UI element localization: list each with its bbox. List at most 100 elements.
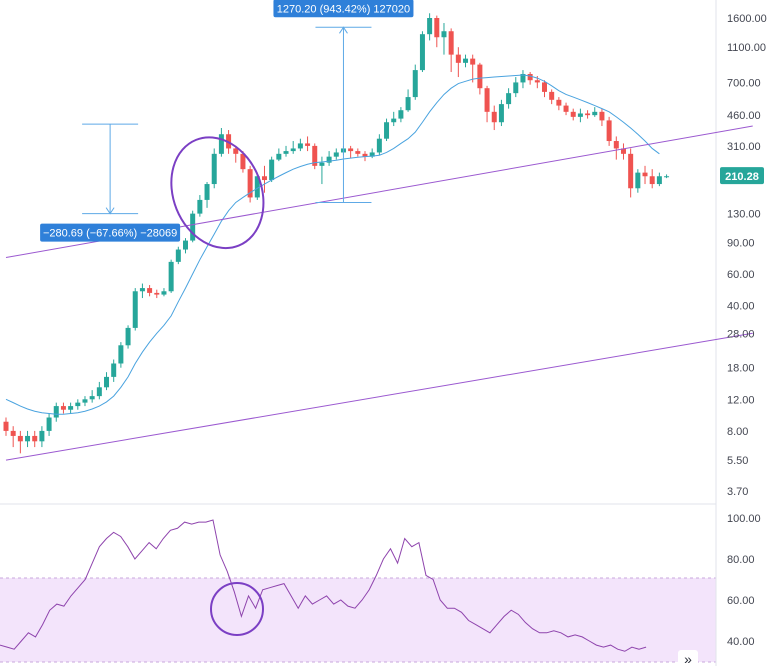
rsi-axis-tick-label: 40.00 [727,636,755,648]
candle-body [218,134,224,154]
candle-body [513,82,519,94]
candle-body [348,148,354,152]
candle-body [17,435,23,442]
candle-body [39,430,45,442]
candle-body [570,111,576,117]
rsi-axis-tick-label: 80.00 [727,554,755,566]
price-axis-tick-label: 60.00 [727,269,755,281]
candle-body [599,111,605,121]
measure-label: 1270.20 (943.42%) 127020 [277,3,410,15]
price-axis-tick-label: 460.00 [727,110,761,122]
lower-trend-line[interactable] [5,332,753,461]
candle-body [520,73,526,83]
candle-body [104,376,110,388]
candle-body [326,156,332,163]
candle-body [3,421,9,431]
price-axis-tick-label: 1600.00 [727,13,767,25]
measure-label: −280.69 (−67.66%) −28069 [43,228,177,240]
candle-body [491,111,497,123]
candle-body [82,399,88,403]
price-axis-tick-label: 130.00 [727,209,761,221]
candle-body [427,18,433,35]
candle-body [269,159,275,181]
candle-body [197,199,203,214]
rsi-band-fill [0,578,716,662]
candle-body [283,151,289,154]
rsi-axis-tick-label: 60.00 [727,595,755,607]
candle-body [620,148,626,154]
price-axis-tick-label: 28.00 [727,328,755,340]
price-axis-tick-label: 8.00 [727,426,748,438]
candle-body [154,292,160,295]
candle-body [577,113,583,117]
candle-body [53,406,59,418]
highlight-ellipse-rsi[interactable] [210,582,264,636]
candle-body [628,153,634,189]
candle-body [613,141,619,149]
candle-body [68,406,74,410]
candle-body [118,345,124,364]
candle-body [484,88,490,112]
price-axis-tick-label: 1100.00 [727,42,766,54]
candle-body [204,184,210,200]
measure-arrow-icon [339,26,348,34]
candle-body [25,435,31,442]
double-chevron-right-icon[interactable]: » [684,651,692,667]
candle-body [448,31,454,55]
candle-body [10,430,16,436]
candle-body [233,148,239,154]
candle-body [89,396,95,400]
measure-arrow-icon [105,207,115,215]
candle-body [592,111,598,116]
candle-body [642,172,648,177]
candle-body [649,176,655,185]
measure-label-background [273,0,414,18]
candle-body [384,122,390,139]
moving-average-line [5,74,660,415]
candle-body [60,406,66,410]
candle-body [147,288,153,293]
candle-body [549,91,555,100]
candle-body [362,153,368,157]
candle-body [261,176,267,181]
candle-body [391,118,397,123]
price-axis-tick-label: 18.00 [727,363,755,375]
candle-body [563,105,569,112]
measure-up-tool[interactable]: 1270.20 (943.42%) 127020 [273,0,414,203]
candle-body [247,169,253,198]
candle-body [297,143,303,149]
candle-body [46,417,52,431]
candle-body [412,70,418,98]
candle-body [111,363,117,377]
candle-body [527,73,533,81]
scroll-to-latest-button[interactable]: » [678,650,698,667]
rsi-axis-tick-label: 100.00 [727,513,761,525]
candle-body [211,153,217,185]
candle-body [405,97,411,111]
candle-body [441,31,447,38]
candle-body [254,176,260,198]
candle-body [455,54,461,63]
candle-body [139,288,145,292]
candle-body [276,153,282,160]
price-axis-tick-label: 5.50 [727,455,748,467]
candle-body [534,80,540,83]
last-price-label: 210.28 [725,171,759,183]
candle-body [312,145,318,166]
price-axis: 1600.00 1100.00 700.00 460.00 310.00 130.00 90… [727,13,767,498]
scroll-button-background[interactable] [678,650,698,666]
candle-body [161,291,167,295]
rsi-line [0,519,647,652]
candle-body [32,435,38,442]
candle-body [585,113,591,116]
candle-body [463,58,469,63]
candle-body [506,93,512,105]
measure-down-tool[interactable]: −280.69 (−67.66%) −28069 [40,123,181,242]
candle-body [369,152,375,157]
price-axis-tick-label: 90.00 [727,237,755,249]
highlight-ellipse-price[interactable] [155,123,279,262]
candle-body [168,261,174,292]
candle-body [606,120,612,142]
candles-layer [3,13,670,454]
